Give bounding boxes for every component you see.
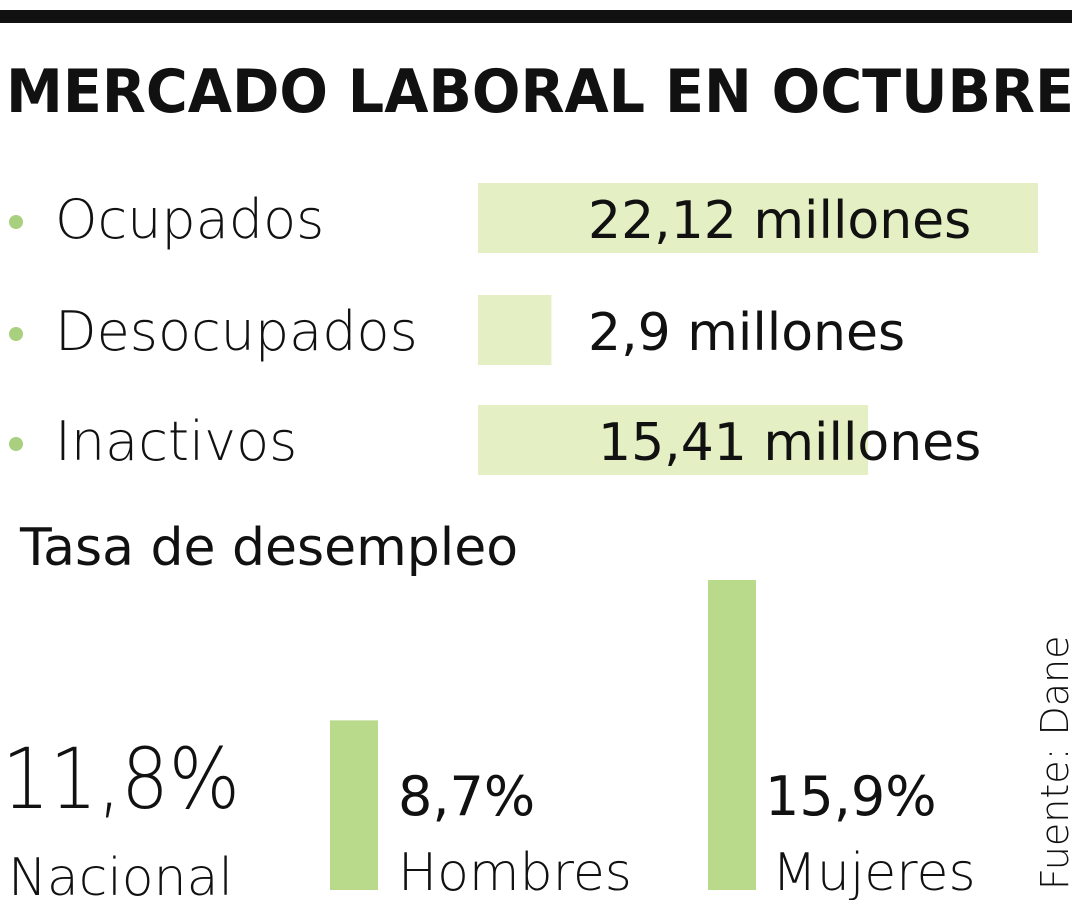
bar <box>330 720 378 890</box>
value-label: 8,7% <box>398 765 535 828</box>
bullet <box>9 327 23 341</box>
bar <box>478 183 1038 253</box>
source: Fuente: Dane <box>1033 636 1077 891</box>
bar <box>478 295 552 365</box>
category-label: Desocupados <box>55 300 418 363</box>
category-label: Hombres <box>398 843 632 900</box>
category-label: Ocupados <box>55 188 324 251</box>
title: MERCADO LABORAL EN OCTUBRE <box>6 57 1074 127</box>
bullet <box>9 437 23 451</box>
value-label: 22,12 millones <box>588 191 971 251</box>
headline-label: Nacional <box>8 848 233 900</box>
headline-value: 11,8% <box>2 730 240 828</box>
value-label: 15,9% <box>765 765 937 828</box>
section-title: Tasa de desempleo <box>19 518 518 578</box>
value-label: 2,9 millones <box>588 303 905 363</box>
top-rule <box>0 10 1072 23</box>
category-label: Mujeres <box>772 843 976 900</box>
bar <box>708 580 756 890</box>
bar <box>478 405 869 475</box>
bullet <box>9 215 23 229</box>
category-label: Inactivos <box>55 410 297 473</box>
value-label: 15,41 millones <box>598 413 981 473</box>
